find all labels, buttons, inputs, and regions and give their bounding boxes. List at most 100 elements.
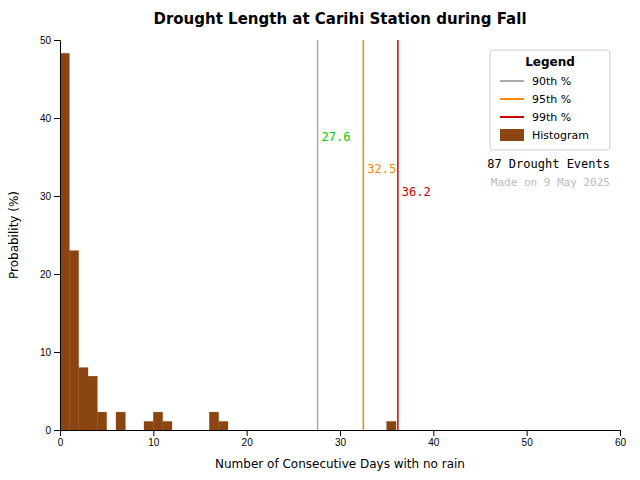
percentile-label: 27.6 [322,130,351,144]
reference-lines [318,40,398,430]
y-tick-label: 40 [40,113,52,124]
histogram-bar [191,430,200,431]
legend-frame [490,50,610,150]
x-tick: 30 [335,430,347,448]
histogram-bar [433,430,442,431]
histogram-bar [480,430,489,431]
histogram-bar [219,421,228,430]
histogram-bar [377,430,386,431]
x-tick: 40 [428,430,440,448]
x-tick-mark [620,430,621,436]
x-tick-mark [527,430,528,436]
histogram-bar [228,430,237,431]
y-tick: 50 [40,35,60,46]
y-tick-mark [54,430,60,431]
legend-title: Legend [525,55,575,69]
histogram-bar [536,430,545,431]
x-tick-mark [247,430,248,436]
histogram-bar [583,430,592,431]
histogram-bar [256,430,265,431]
histogram-bar [527,430,536,431]
histogram-bar [293,430,302,431]
histogram-bar [611,430,620,431]
legend: Legend 90th % 95th % 99th % Histogram [490,50,610,150]
histogram-bar [443,430,452,431]
legend-label: Histogram [532,129,589,142]
note: Made on 9 May 2025 [491,176,610,189]
histogram-bar [275,430,284,431]
x-tick-label: 50 [522,437,534,448]
x-axis-line [61,431,621,437]
histogram-bar [564,430,573,431]
histogram-bar [489,430,498,431]
legend-item: 90th % [500,75,571,88]
y-tick-label: 10 [40,347,52,358]
y-tick-label: 50 [40,35,52,46]
histogram-bar [601,430,610,431]
histogram-bar [340,430,349,431]
y-tick-mark [54,118,60,119]
legend-label: 90th % [532,75,571,88]
x-tick-mark [153,430,154,436]
x-tick-mark [433,430,434,436]
histogram-bar [181,430,190,431]
percentile-label: 32.5 [367,162,396,176]
percentile-label: 36.2 [402,185,431,199]
histogram-bar [312,430,321,431]
histogram-bar [321,430,330,431]
y-tick: 20 [40,269,60,280]
histogram-bar [172,430,181,431]
x-tick: 20 [242,430,254,448]
legend-swatch [500,80,524,82]
histogram-bar [200,430,209,431]
histogram-bar [153,412,162,430]
y-tick: 0 [45,425,60,436]
y-tick-mark [54,196,60,197]
histogram-bar [107,430,116,431]
histogram-bar [573,430,582,431]
legend-label: 95th % [532,93,571,106]
plot-root: 01020304050600102030405027.632.536.287 D… [40,35,627,448]
legend-label: 99th % [532,111,571,124]
histogram-bar [415,430,424,431]
bars [60,53,396,430]
chart: 01020304050600102030405027.632.536.287 D… [0,0,640,480]
histogram-bar [284,430,293,431]
histogram-bar [349,430,358,431]
y-tick-mark [54,274,60,275]
legend-swatch [500,116,524,118]
histogram-bar [265,430,274,431]
x-tick-mark [340,430,341,436]
y-tick: 10 [40,347,60,358]
x-tick-label: 20 [242,437,254,448]
x-tick-label: 10 [148,437,160,448]
histogram-bar [499,430,508,431]
percentile-line [363,40,365,430]
x-tick: 50 [522,430,534,448]
legend-swatch [500,129,524,141]
histogram-bar [331,430,340,431]
y-axis-line [54,41,61,431]
histogram-bar [592,430,601,431]
histogram-bar [517,430,526,431]
histogram-bar [471,430,480,431]
histogram-bar [237,430,246,431]
x-axis: 0102030405060 [58,430,627,448]
histogram-bar [461,430,470,431]
histogram-bar [125,430,134,431]
histogram-bar [545,430,554,431]
y-tick-label: 20 [40,269,52,280]
histogram-bar [303,430,312,431]
note: 87 Drought Events [487,157,610,171]
percentile-line [317,40,319,430]
histogram-bar [79,368,88,430]
y-tick-label: 0 [45,425,51,436]
title: Drought Length at Carihi Station during … [153,10,526,28]
y-axis-title: Probability (%) [7,191,21,279]
histogram-bar [424,430,433,431]
histogram-bar [368,430,377,431]
histogram-bar [144,421,153,430]
histogram-bar [209,412,218,430]
marks [60,40,398,430]
y-axis: 01020304050 [40,35,61,436]
